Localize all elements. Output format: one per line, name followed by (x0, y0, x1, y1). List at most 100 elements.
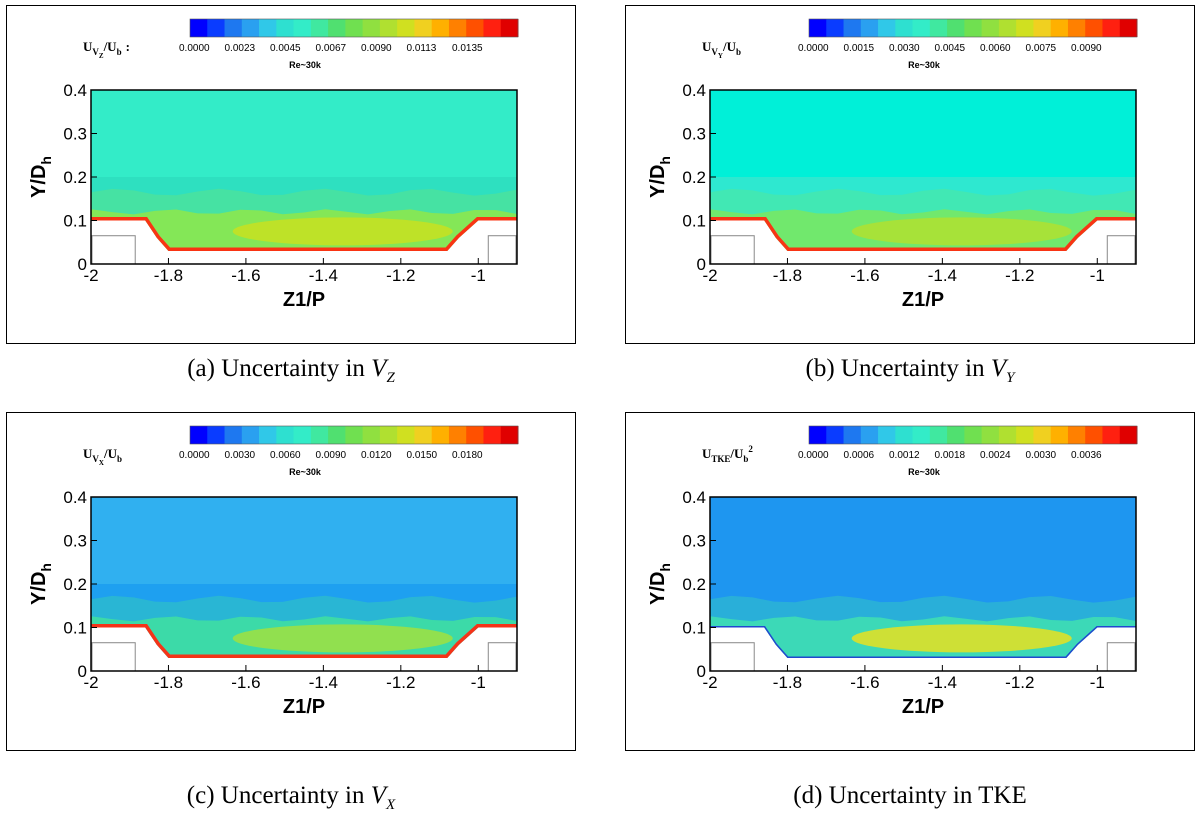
colorbar-tick-label: 0.0015 (844, 43, 875, 54)
colorbar-swatch (345, 426, 364, 444)
colorbar-tick-label: 0.0060 (980, 43, 1011, 54)
field-upper (91, 90, 517, 177)
colorbar-tick-label: 0.0045 (935, 43, 966, 54)
rib-outline (91, 235, 136, 265)
field-hot-spot (232, 624, 453, 653)
colorbar-swatch (362, 19, 381, 37)
x-tick-label: -1.4 (928, 673, 957, 692)
colorbar-tick-label: 0.0030 (1026, 450, 1057, 461)
colorbar-swatch (809, 426, 827, 444)
colorbar-swatch (397, 426, 415, 444)
caption-c-text: (c) Uncertainty in (186, 782, 371, 809)
colorbar-swatch (483, 426, 502, 444)
colorbar-tick-label: 0.0075 (1026, 43, 1057, 54)
colorbar-swatch (414, 426, 433, 444)
colorbar-label: UVY/Ub (702, 39, 741, 60)
y-tick-label: 0.2 (63, 168, 87, 187)
colorbar-swatch (912, 19, 931, 37)
colorbar-swatch (466, 426, 484, 444)
colorbar-swatch (998, 19, 1017, 37)
x-tick-label: -1.4 (928, 266, 957, 285)
y-tick-label: 0.3 (63, 532, 87, 551)
colorbar-tick-label: 0.0060 (270, 450, 301, 461)
colorbar-swatch (981, 426, 1000, 444)
y-tick-label: 0.3 (682, 125, 706, 144)
colorbar-tick-label: 0.0090 (1071, 43, 1102, 54)
re-label: Re~30k (289, 467, 322, 477)
colorbar-swatch (1033, 19, 1052, 37)
colorbar-tick-label: 0.0036 (1071, 450, 1102, 461)
colorbar-swatch (241, 19, 260, 37)
colorbar-swatch (241, 426, 260, 444)
x-tick-label: -1.2 (386, 673, 415, 692)
colorbar-frame (808, 18, 1138, 38)
x-tick-label: -1 (471, 266, 486, 285)
field-upper (710, 497, 1136, 584)
colorbar-tick-label: 0.0090 (361, 43, 392, 54)
colorbar-frame (808, 425, 1138, 445)
colorbar-swatch (1085, 19, 1103, 37)
colorbar-swatch (1102, 19, 1121, 37)
y-tick-label: 0.4 (682, 488, 706, 507)
contour-field (91, 497, 517, 658)
x-axis-label: Z1/P (902, 289, 944, 311)
colorbar-tick-label: 0.0006 (844, 450, 875, 461)
x-tick-label: -1.6 (850, 673, 879, 692)
x-tick-label: -1.6 (231, 673, 260, 692)
y-tick-label: 0 (78, 662, 87, 681)
colorbar-swatch (276, 19, 295, 37)
y-tick-label: 0.4 (682, 81, 706, 100)
y-tick-label: 0.4 (63, 488, 87, 507)
colorbar-tick-label: 0.0150 (407, 450, 438, 461)
x-tick-label: -1 (1090, 673, 1105, 692)
colorbar-swatch (1033, 426, 1052, 444)
caption-a-text: (a) Uncertainty in (187, 355, 372, 382)
colorbar-swatch (293, 19, 312, 37)
contour-plot-b: UVY/Ub 0.0000 0.0015 0.0030 0.0045 0.0060 0.00… (647, 18, 1138, 311)
caption-c: (c) Uncertainty in VX (6, 782, 576, 814)
rib-outline (91, 642, 136, 672)
colorbar-frame (189, 18, 519, 38)
caption-a-var: V (371, 355, 387, 382)
x-tick-label: -2 (702, 673, 717, 692)
y-tick-label: 0.1 (682, 619, 706, 638)
y-tick-label: 0.1 (63, 619, 87, 638)
colorbar-swatch (964, 19, 983, 37)
colorbar-tick-label: 0.0000 (179, 43, 210, 54)
colorbar-tick-label: 0.0023 (225, 43, 256, 54)
colorbar-swatch (397, 19, 415, 37)
contour-plot-d: UTKE/Ub2 0.0000 0.0006 0.0012 0.0018 0.0024 0.… (647, 425, 1138, 718)
panel-a: UVZ/Ub: 0.0000 0.0023 0.0045 0.0067 0.0090 0.0… (6, 5, 576, 344)
caption-a-sub: Z (386, 370, 395, 386)
colorbar-swatch (207, 426, 226, 444)
x-tick-label: -1 (471, 673, 486, 692)
colorbar-swatch (895, 19, 914, 37)
colorbar-swatch (1050, 19, 1069, 37)
y-tick-label: 0 (697, 255, 706, 274)
colorbar-swatch (379, 19, 398, 37)
rib-outline (1106, 235, 1136, 265)
colorbar-tick-label: 0.0000 (179, 450, 210, 461)
contour-field (710, 90, 1136, 251)
colorbar-swatch (1067, 426, 1086, 444)
colorbar-swatch (379, 426, 398, 444)
colorbar-swatch (878, 426, 896, 444)
colorbar-frame (189, 425, 519, 445)
colorbar-tick-label: 0.0000 (798, 450, 829, 461)
x-axis-label: Z1/P (283, 696, 325, 718)
x-tick-label: -1.8 (154, 266, 183, 285)
colorbar-swatch (224, 426, 243, 444)
colorbar-swatch (328, 426, 346, 444)
colorbar-swatch (1102, 426, 1121, 444)
colorbar-swatch (500, 426, 519, 444)
colorbar-tick-label: 0.0135 (452, 43, 483, 54)
colorbar-swatch (431, 19, 450, 37)
colorbar-tick-label: 0.0113 (407, 43, 437, 54)
colorbar-tick-label: 0.0018 (935, 450, 966, 461)
colorbar-tick-label: 0.0120 (361, 450, 392, 461)
y-tick-label: 0.1 (63, 212, 87, 231)
y-tick-label: 0.2 (63, 575, 87, 594)
y-tick-label: 0.2 (682, 168, 706, 187)
colorbar-swatch (1085, 426, 1103, 444)
colorbar-swatch (483, 19, 502, 37)
